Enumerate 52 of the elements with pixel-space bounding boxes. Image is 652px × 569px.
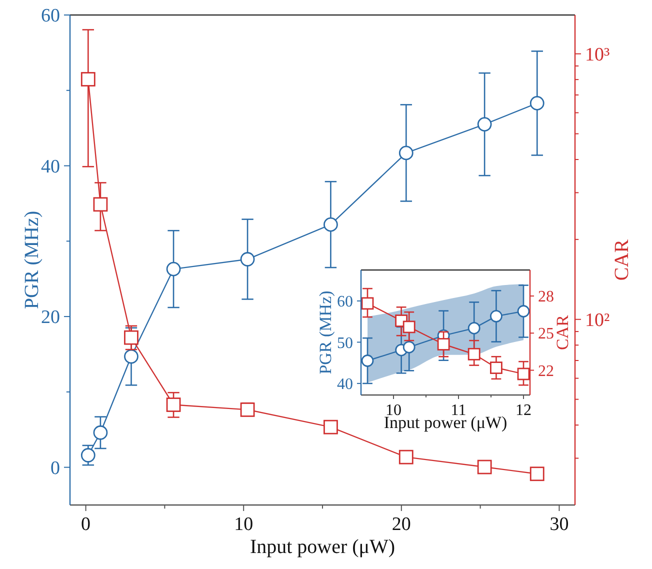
point xyxy=(402,340,416,354)
point xyxy=(402,320,416,334)
y-tick-label: 50 xyxy=(337,334,353,352)
point xyxy=(93,197,108,212)
point xyxy=(398,146,414,160)
point xyxy=(530,466,544,482)
y-tick-label: 0 xyxy=(50,458,60,479)
y-tick-label: 20 xyxy=(41,307,60,328)
point xyxy=(398,450,414,464)
point xyxy=(490,310,502,322)
y2-tick-label: 10² xyxy=(585,310,610,332)
point xyxy=(477,460,492,474)
point xyxy=(361,354,374,367)
x-tick-label: 30 xyxy=(550,514,569,535)
y-tick-label: 40 xyxy=(41,156,60,178)
x-tick-label: 20 xyxy=(392,514,411,535)
point xyxy=(166,262,181,276)
point xyxy=(93,425,108,440)
point xyxy=(468,348,480,360)
point xyxy=(468,322,480,334)
x-tick-label: 11 xyxy=(450,402,466,419)
point xyxy=(240,252,255,266)
point xyxy=(517,305,530,318)
point xyxy=(124,349,138,364)
point xyxy=(124,330,138,345)
y2-axis-title: CAR xyxy=(611,238,633,281)
point xyxy=(530,96,544,110)
point xyxy=(361,297,374,310)
x-tick-label: 10 xyxy=(234,514,254,535)
point xyxy=(324,217,338,232)
x-tick-label: 12 xyxy=(516,402,532,419)
y2-tick-label: 10³ xyxy=(585,44,610,66)
y2-tick-label: 22 xyxy=(538,362,554,380)
y-axis-title: PGR (MHz) xyxy=(316,290,335,374)
y-tick-label: 60 xyxy=(337,294,353,311)
point xyxy=(80,448,96,462)
point xyxy=(166,398,181,412)
x-axis-title: Input power (μW) xyxy=(250,536,396,558)
point xyxy=(80,72,96,86)
y-tick-label: 40 xyxy=(337,376,353,394)
y-axis-title: PGR (MHz) xyxy=(21,210,43,310)
point xyxy=(517,368,530,380)
y2-tick-label: 25 xyxy=(538,326,554,343)
x-tick-label: 0 xyxy=(81,514,91,535)
point xyxy=(490,362,502,374)
point xyxy=(240,402,255,417)
y-tick-label: 60 xyxy=(41,6,60,27)
point xyxy=(477,117,492,132)
point xyxy=(324,420,338,434)
point xyxy=(437,338,450,350)
y2-axis-title: CAR xyxy=(553,314,572,350)
y2-tick-label: 28 xyxy=(538,288,554,306)
